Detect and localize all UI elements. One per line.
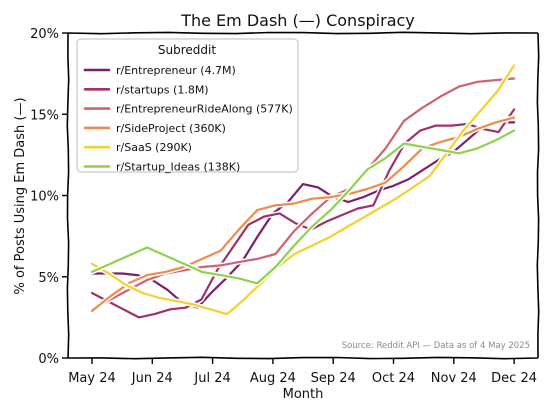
y-axis: 0% 5% 10% 15% 20% xyxy=(30,27,68,367)
legend-entry: r/Startup_Ideas (138K) xyxy=(116,161,240,174)
legend-entry: r/SideProject (360K) xyxy=(116,122,226,135)
x-tick-label: Oct 24 xyxy=(372,371,415,386)
x-tick-label: Jun 24 xyxy=(131,371,173,386)
y-tick-label: 0% xyxy=(38,352,59,367)
source-annotation: Source: Reddit API — Data as of 4 May 20… xyxy=(342,341,530,351)
x-tick-label: Sep 24 xyxy=(311,371,356,386)
chart-title: The Em Dash (—) Conspiracy xyxy=(180,11,415,30)
y-tick-label: 15% xyxy=(30,108,59,123)
legend-title: Subreddit xyxy=(158,43,216,57)
legend-entry: r/Entrepreneur (4.7M) xyxy=(116,64,236,77)
x-tick-label: Aug 24 xyxy=(250,371,296,386)
y-axis-title: % of Posts Using Em Dash (—) xyxy=(13,97,28,294)
series-line xyxy=(90,116,516,312)
x-tick-label: Dec 24 xyxy=(491,371,537,386)
x-tick-label: May 24 xyxy=(68,371,116,386)
legend-box xyxy=(76,38,299,173)
series-line xyxy=(90,129,516,285)
y-tick-label: 10% xyxy=(30,190,59,205)
legend-entry: r/SaaS (290K) xyxy=(116,141,192,154)
x-tick-label: Jul 24 xyxy=(193,371,230,386)
series-line xyxy=(90,64,516,316)
legend-entry: r/EntrepreneurRideAlong (577K) xyxy=(116,103,293,116)
y-tick-label: 5% xyxy=(38,271,59,286)
legend: Subreddit r/Entrepreneur (4.7M) r/startups… xyxy=(76,38,299,174)
legend-entry: r/startups (1.8M) xyxy=(116,83,209,96)
series-line xyxy=(90,108,516,319)
plot-frame xyxy=(66,31,540,360)
x-axis-title: Month xyxy=(283,387,324,402)
x-axis: May 24 Jun 24 Jul 24 Aug 24 Sep 24 Oct 24 Nov … xyxy=(68,358,537,386)
y-tick-label: 20% xyxy=(30,27,59,42)
series-layer xyxy=(89,63,517,320)
x-tick-label: Nov 24 xyxy=(431,371,477,386)
